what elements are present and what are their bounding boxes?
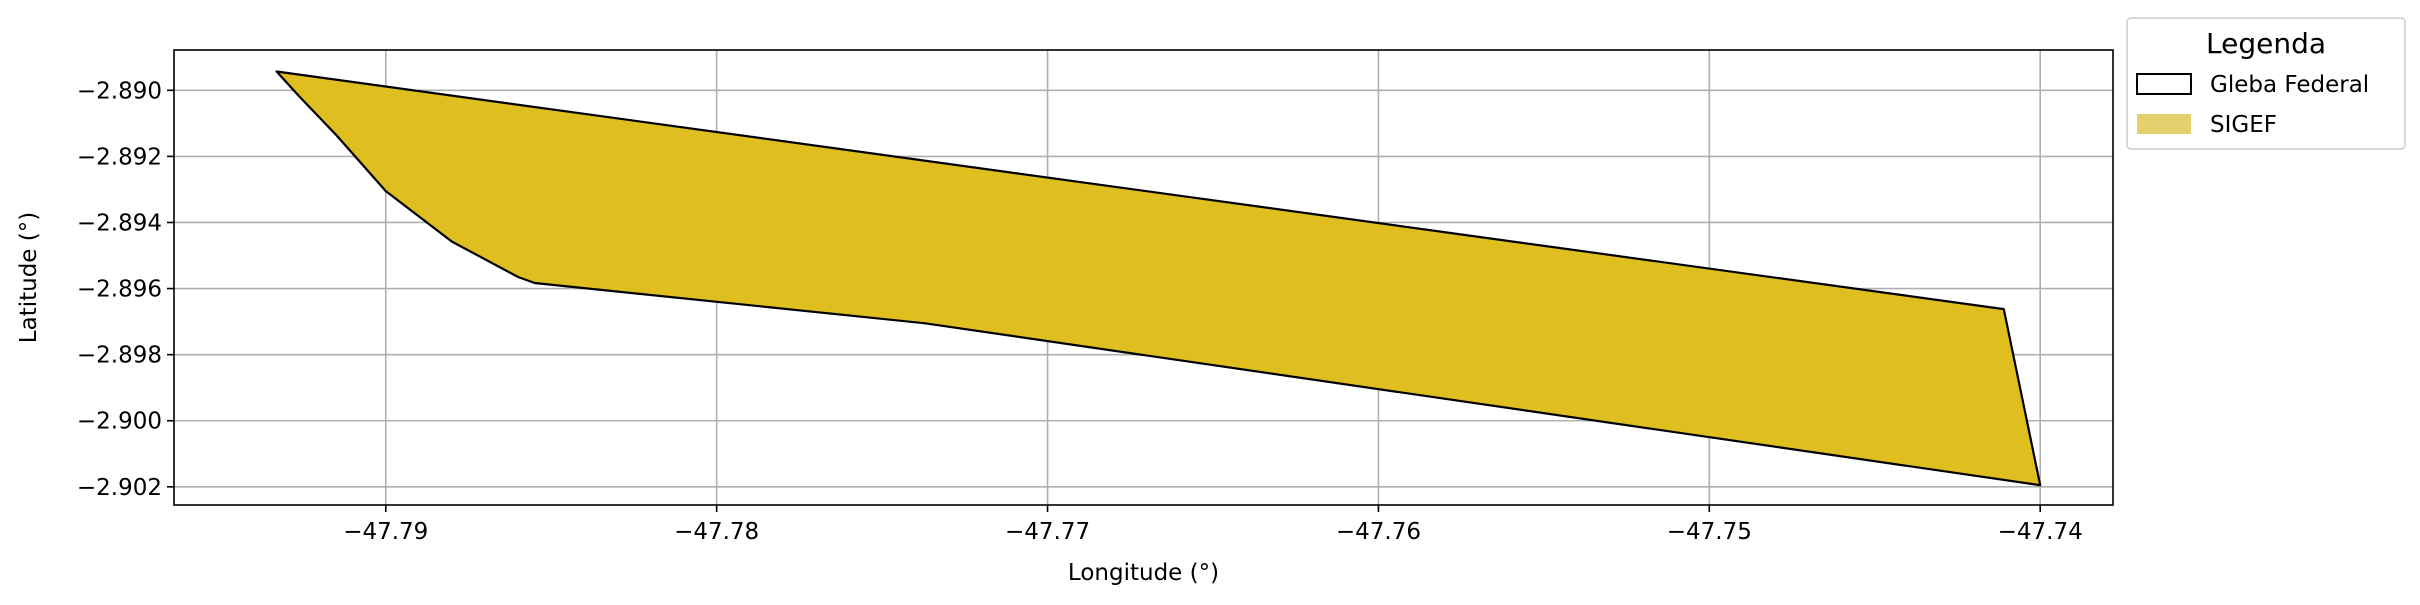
x-axis-label: Longitude (°) xyxy=(1068,560,1219,586)
y-tick-label: −2.890 xyxy=(77,78,162,104)
sigef-polygon xyxy=(275,70,2042,487)
x-tick-label: −47.74 xyxy=(1998,519,2083,545)
y-axis-label: Latitude (°) xyxy=(16,212,42,343)
x-tick-label: −47.75 xyxy=(1667,519,1752,545)
legend-box xyxy=(2126,17,2406,150)
x-axis-ticks: −47.79 −47.78 −47.77 −47.76 −47.75 −47.74 xyxy=(343,505,2083,545)
y-tick-label: −2.896 xyxy=(77,277,162,303)
x-tick-label: −47.76 xyxy=(1336,519,1421,545)
plot-frame xyxy=(173,49,2114,506)
y-tick-label: −2.894 xyxy=(77,210,162,236)
x-tick-label: −47.77 xyxy=(1005,519,1090,545)
legend-label-gleba-federal: Gleba Federal xyxy=(2210,72,2369,98)
y-tick-label: −2.898 xyxy=(77,343,162,369)
y-tick-label: −2.902 xyxy=(77,475,162,501)
legend-swatch-sigef xyxy=(2137,114,2191,134)
y-tick-label: −2.892 xyxy=(77,144,162,170)
y-axis-ticks: −2.890 −2.892 −2.894 −2.896 −2.898 −2.900 −2.9… xyxy=(77,78,174,501)
legend: Legenda Gleba Federal SIGEF xyxy=(2126,17,2406,150)
y-tick-label: −2.900 xyxy=(77,409,162,435)
legend-title: Legenda xyxy=(2206,27,2326,60)
x-tick-label: −47.78 xyxy=(674,519,759,545)
polygon-layer xyxy=(275,70,2042,487)
x-tick-label: −47.79 xyxy=(343,519,428,545)
legend-swatch-gleba-federal xyxy=(2136,73,2192,95)
legend-label-sigef: SIGEF xyxy=(2210,112,2277,138)
